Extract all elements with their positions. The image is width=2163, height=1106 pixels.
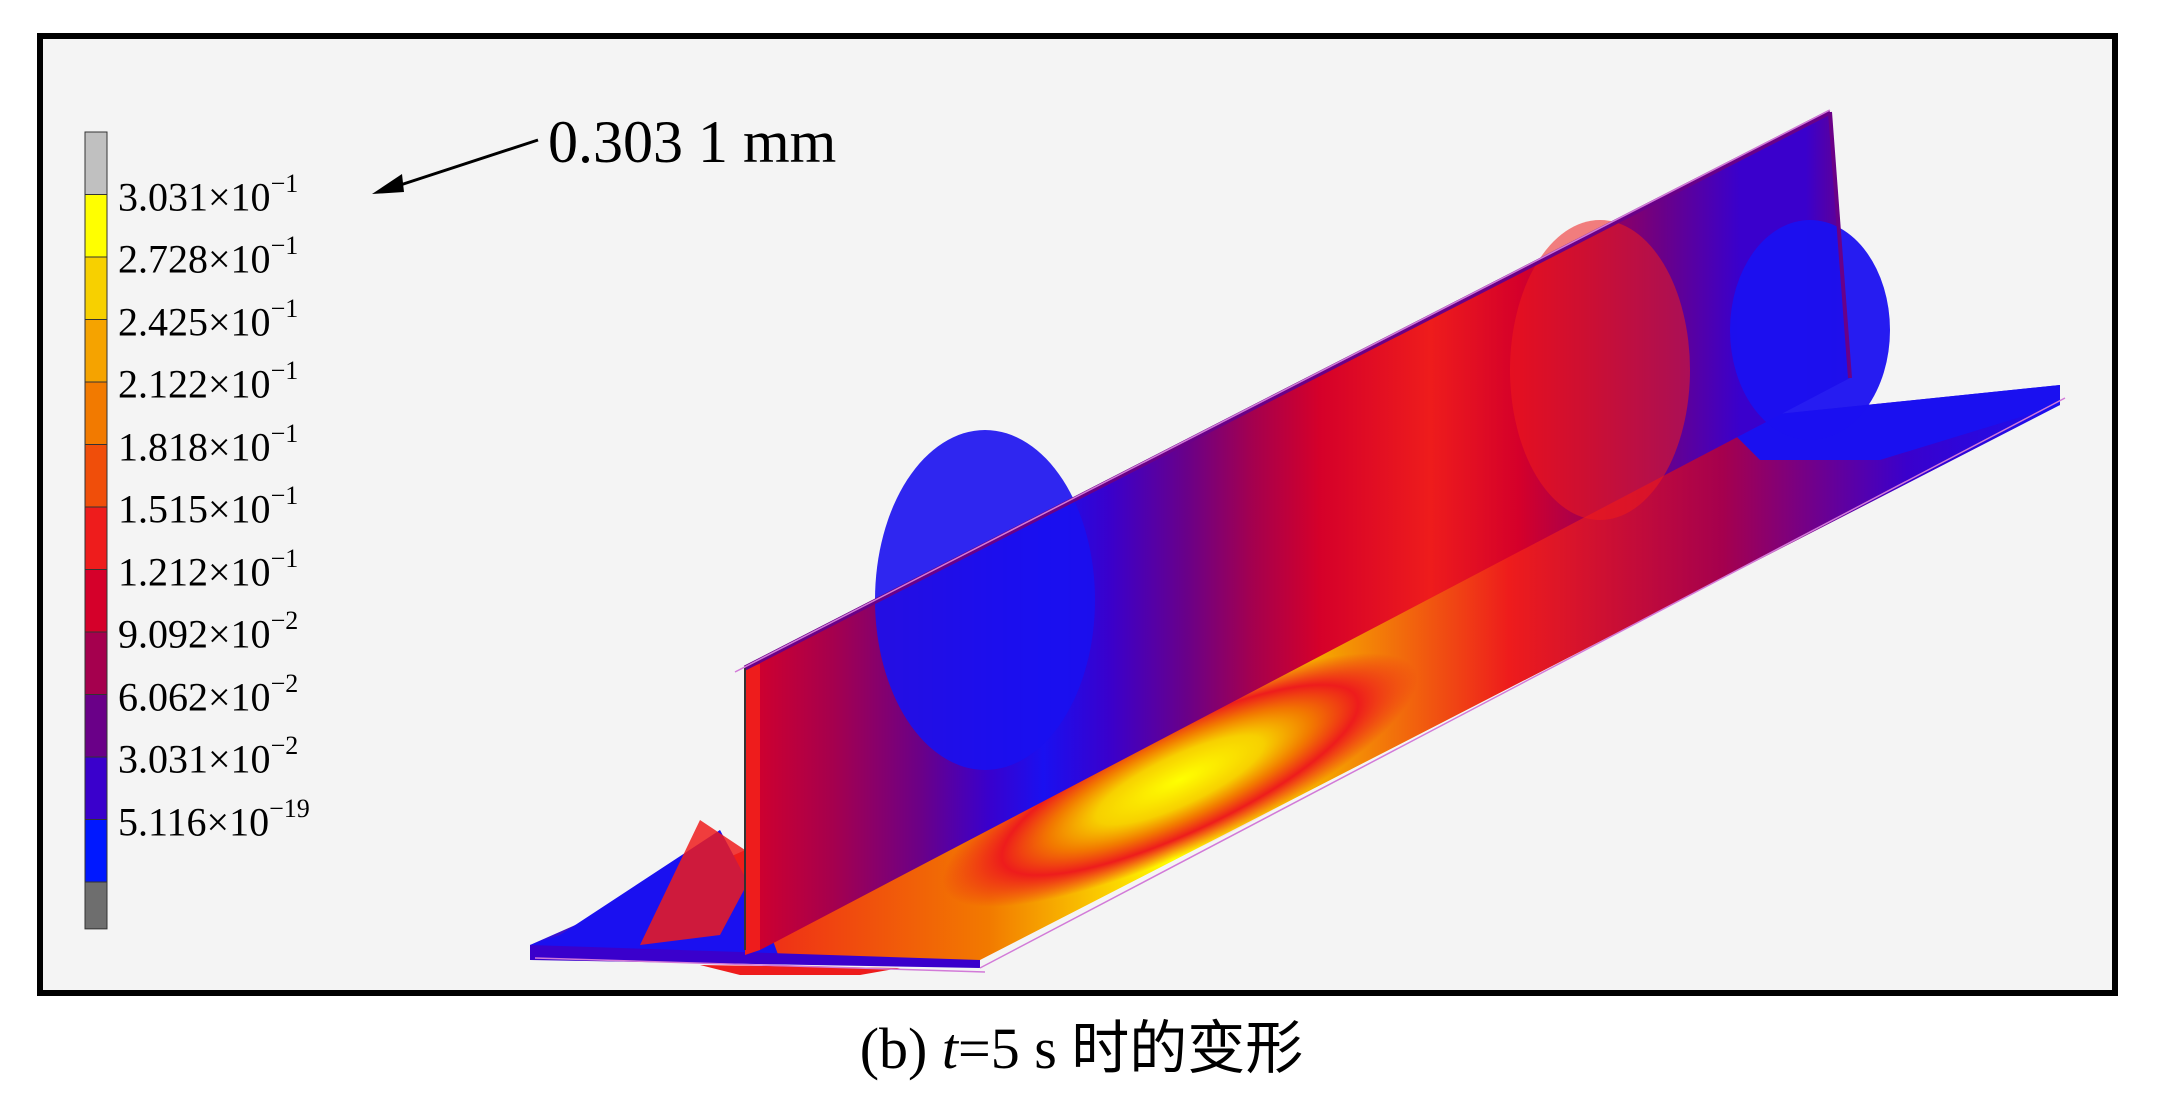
- caption-rest: =5 s 时的变形: [957, 1016, 1304, 1081]
- legend-swatch: [84, 381, 108, 445]
- legend-exponent: −19: [269, 793, 310, 823]
- legend-exponent: −1: [270, 356, 299, 385]
- legend-label: 2.728×10−1: [118, 233, 298, 282]
- legend-swatch-bottom: [84, 881, 108, 930]
- legend-label: 1.515×10−1: [118, 483, 298, 532]
- legend-swatch: [84, 194, 108, 258]
- legend-swatch: [84, 694, 108, 758]
- legend-mantissa: 5.116×10: [118, 798, 270, 844]
- legend-mantissa: 6.062×10: [118, 673, 271, 719]
- legend-mantissa: 2.122×10: [118, 361, 271, 407]
- legend-swatch: [84, 819, 108, 883]
- legend-swatch-top: [84, 131, 108, 195]
- caption-prefix: (b): [859, 1016, 942, 1081]
- legend-exponent: −1: [270, 418, 299, 448]
- legend-label: 5.116×10−19: [118, 795, 310, 844]
- legend-exponent: −1: [270, 168, 299, 198]
- legend-exponent: −1: [270, 481, 299, 510]
- legend-label: 1.212×10−1: [118, 545, 298, 594]
- legend-exponent: −2: [270, 606, 299, 635]
- legend-exponent: −1: [270, 293, 299, 323]
- legend-swatch: [84, 319, 108, 383]
- legend-label: 2.425×10−1: [118, 295, 298, 344]
- web-plate: [743, 109, 1890, 955]
- legend-mantissa: 2.728×10: [118, 236, 271, 282]
- legend-mantissa: 3.031×10: [118, 736, 271, 782]
- legend-label: 1.818×10−1: [118, 420, 298, 469]
- legend-label: 6.062×10−2: [118, 670, 298, 719]
- legend-label: 9.092×10−2: [118, 608, 298, 657]
- legend-exponent: −2: [270, 668, 299, 698]
- annotation-arrow: [372, 138, 539, 194]
- legend-mantissa: 9.092×10: [118, 611, 271, 657]
- legend-mantissa: 1.818×10: [118, 423, 271, 469]
- legend-mantissa: 1.515×10: [118, 486, 271, 532]
- legend-swatch: [84, 569, 108, 633]
- legend-exponent: −2: [270, 731, 299, 760]
- legend-swatch: [84, 256, 108, 320]
- legend-colorbar: [84, 131, 108, 930]
- legend-label: 3.031×10−2: [118, 733, 298, 782]
- caption-variable: t: [941, 1016, 958, 1081]
- figure-caption: (b) t=5 s 时的变形: [0, 1020, 2163, 1078]
- legend-label: 2.122×10−1: [118, 358, 298, 407]
- legend-mantissa: 1.212×10: [118, 548, 271, 594]
- max-deformation-annotation: 0.303 1 mm: [548, 109, 837, 175]
- legend-swatch: [84, 756, 108, 820]
- legend-mantissa: 3.031×10: [118, 173, 271, 219]
- legend-mantissa: 2.425×10: [118, 298, 271, 344]
- undeformed-outline: [534, 109, 2066, 973]
- legend-exponent: −1: [270, 231, 299, 260]
- legend-swatch: [84, 506, 108, 570]
- legend-swatch: [84, 631, 108, 695]
- legend-label: 3.031×10−1: [118, 170, 298, 219]
- legend-exponent: −1: [270, 543, 299, 573]
- legend-swatch: [84, 444, 108, 508]
